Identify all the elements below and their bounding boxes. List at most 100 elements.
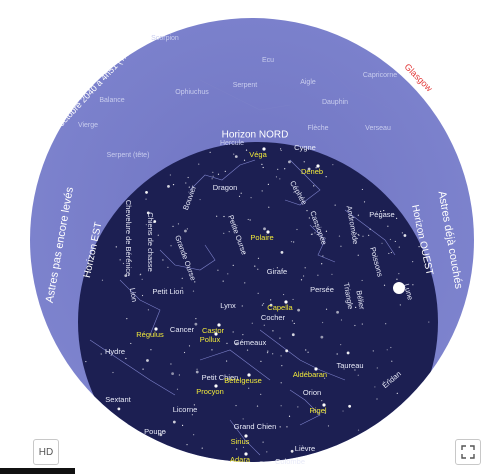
star-dot <box>241 305 243 307</box>
star-dot <box>250 197 252 199</box>
star-dot <box>244 252 246 254</box>
outer-name: Balance <box>99 97 124 104</box>
outer-name: Hercule <box>220 140 244 147</box>
star-dot <box>412 260 414 263</box>
star-dot <box>249 219 251 221</box>
star-dot <box>346 351 350 355</box>
star-dot <box>358 234 360 236</box>
star-dot <box>142 368 144 370</box>
outer-name: Scorpion <box>151 35 179 42</box>
star-dot <box>313 185 315 187</box>
star-dot <box>272 353 274 355</box>
star-dot <box>285 349 289 353</box>
star-dot <box>228 231 230 233</box>
inner-name: Lièvre <box>295 444 315 453</box>
star-dot <box>277 168 279 170</box>
star-dot <box>383 284 386 286</box>
star-dot <box>235 404 237 407</box>
star-dot <box>279 426 281 428</box>
star-dot <box>181 277 183 279</box>
inner-name: Cygne <box>294 143 316 152</box>
star-dot <box>380 210 382 212</box>
stars <box>85 148 430 453</box>
outer-name: Dauphin <box>322 99 348 106</box>
star-dot <box>376 398 378 400</box>
star-dot <box>196 368 198 370</box>
star-dot <box>270 299 272 301</box>
bright-star <box>244 452 248 456</box>
star-dot <box>302 275 305 277</box>
star-name: Procyon <box>196 387 224 396</box>
star-name: Régulus <box>136 330 164 339</box>
inner-name: Cancer <box>170 325 195 334</box>
bright-star <box>322 403 326 407</box>
star-dot <box>261 304 264 306</box>
star-dot <box>368 234 370 236</box>
star-dot <box>394 240 396 243</box>
star-dot <box>322 255 324 257</box>
star-dot <box>336 353 338 355</box>
star-dot <box>334 204 336 206</box>
star-dot <box>193 404 195 406</box>
star-dot <box>262 441 264 443</box>
star-dot <box>147 309 150 311</box>
star-dot <box>248 387 250 389</box>
star-dot <box>290 240 293 243</box>
star-dot <box>412 284 414 286</box>
outer-name: Serpent <box>233 82 258 89</box>
inner-name: Bélier <box>354 290 366 311</box>
inner-name: Grand Chien <box>234 422 277 431</box>
star-dot <box>183 351 186 354</box>
inner-name: Petit Lion <box>152 287 183 296</box>
inner-name: Sextant <box>105 395 131 404</box>
outer-name: Ophiuchus <box>175 89 209 96</box>
fullscreen-button[interactable] <box>455 439 481 465</box>
star-dot <box>172 225 174 228</box>
star-dot <box>288 160 291 164</box>
star-dot <box>396 392 398 394</box>
star-dot <box>308 217 310 219</box>
star-dot <box>369 228 371 230</box>
star-dot <box>293 241 295 243</box>
star-name: Capella <box>267 303 293 312</box>
outer-name: Aigle <box>300 79 316 86</box>
star-dot <box>280 250 284 254</box>
star-dot <box>164 431 166 433</box>
bright-star <box>214 384 218 388</box>
star-dot <box>320 335 324 339</box>
star-dot <box>322 321 324 324</box>
inner-name: Poupe <box>144 427 166 436</box>
hd-button[interactable]: HD <box>33 439 59 465</box>
star-dot <box>184 229 187 233</box>
star-dot <box>357 374 359 376</box>
inner-name: Colombe <box>275 457 305 466</box>
star-dot <box>238 195 241 197</box>
star-dot <box>390 346 392 349</box>
star-dot <box>198 163 200 165</box>
star-dot <box>292 298 294 301</box>
star-dot <box>276 267 278 269</box>
star-dot <box>85 360 87 363</box>
star-dot <box>242 334 244 336</box>
star-dot <box>279 148 282 150</box>
star-dot <box>343 368 345 370</box>
star-dot <box>418 246 420 248</box>
star-dot <box>313 409 315 411</box>
star-dot <box>401 232 403 234</box>
star-dot <box>251 322 253 324</box>
star-dot <box>325 230 328 232</box>
star-dot <box>389 238 392 241</box>
star-dot <box>280 405 282 407</box>
star-dot <box>256 405 259 407</box>
star-name: Adara <box>230 455 251 464</box>
star-dot <box>262 303 265 305</box>
star-dot <box>381 242 383 244</box>
star-dot <box>269 303 273 307</box>
star-dot <box>357 214 359 216</box>
star-dot <box>267 350 269 352</box>
star-dot <box>170 363 172 365</box>
star-dot <box>159 433 163 437</box>
star-name: Aldébaran <box>293 370 327 379</box>
star-dot <box>235 342 238 346</box>
inner-name: Pégase <box>369 210 394 219</box>
